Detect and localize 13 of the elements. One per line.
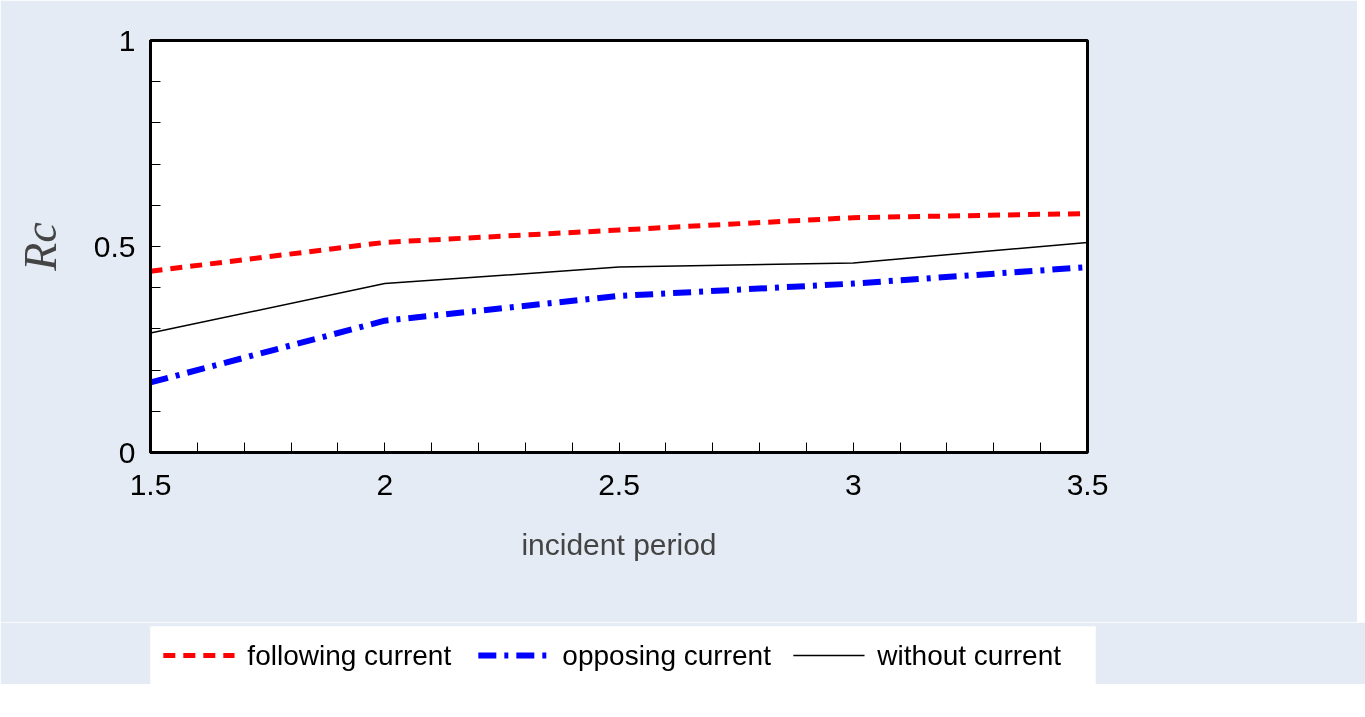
- x-tick-label: 3.5: [1066, 467, 1109, 501]
- legend-label: following current: [247, 640, 452, 671]
- y-tick-label: 0.5: [93, 229, 136, 263]
- legend-label: without current: [876, 640, 1062, 671]
- legend-label: opposing current: [562, 640, 772, 671]
- y-axis-title: Rc: [14, 222, 66, 272]
- x-tick-label: 1.5: [129, 467, 172, 501]
- y-tick-label: 1: [118, 23, 136, 57]
- x-tick-label: 2.5: [598, 467, 640, 501]
- x-axis-title: incident period: [521, 527, 717, 561]
- y-tick-label: 0: [118, 435, 136, 469]
- x-tick-label: 3: [844, 467, 862, 501]
- x-tick-label: 2: [376, 467, 394, 501]
